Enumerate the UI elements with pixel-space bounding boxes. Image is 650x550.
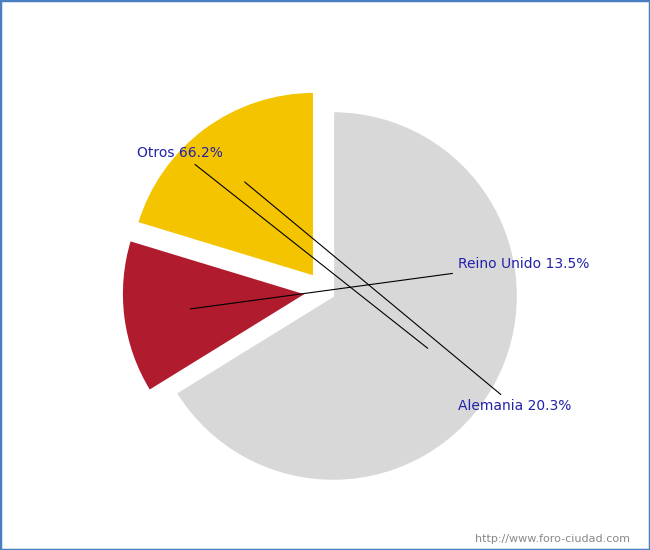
Text: Alemania 20.3%: Alemania 20.3% (244, 182, 571, 413)
Text: Reino Unido 13.5%: Reino Unido 13.5% (190, 257, 590, 309)
Wedge shape (137, 92, 314, 277)
Text: Carnota - Turistas extranjeros según país - Abril de 2024: Carnota - Turistas extranjeros según paí… (70, 15, 580, 34)
Wedge shape (122, 240, 307, 391)
Text: Otros 66.2%: Otros 66.2% (138, 146, 428, 348)
Text: http://www.foro-ciudad.com: http://www.foro-ciudad.com (476, 534, 630, 544)
Wedge shape (176, 111, 518, 481)
